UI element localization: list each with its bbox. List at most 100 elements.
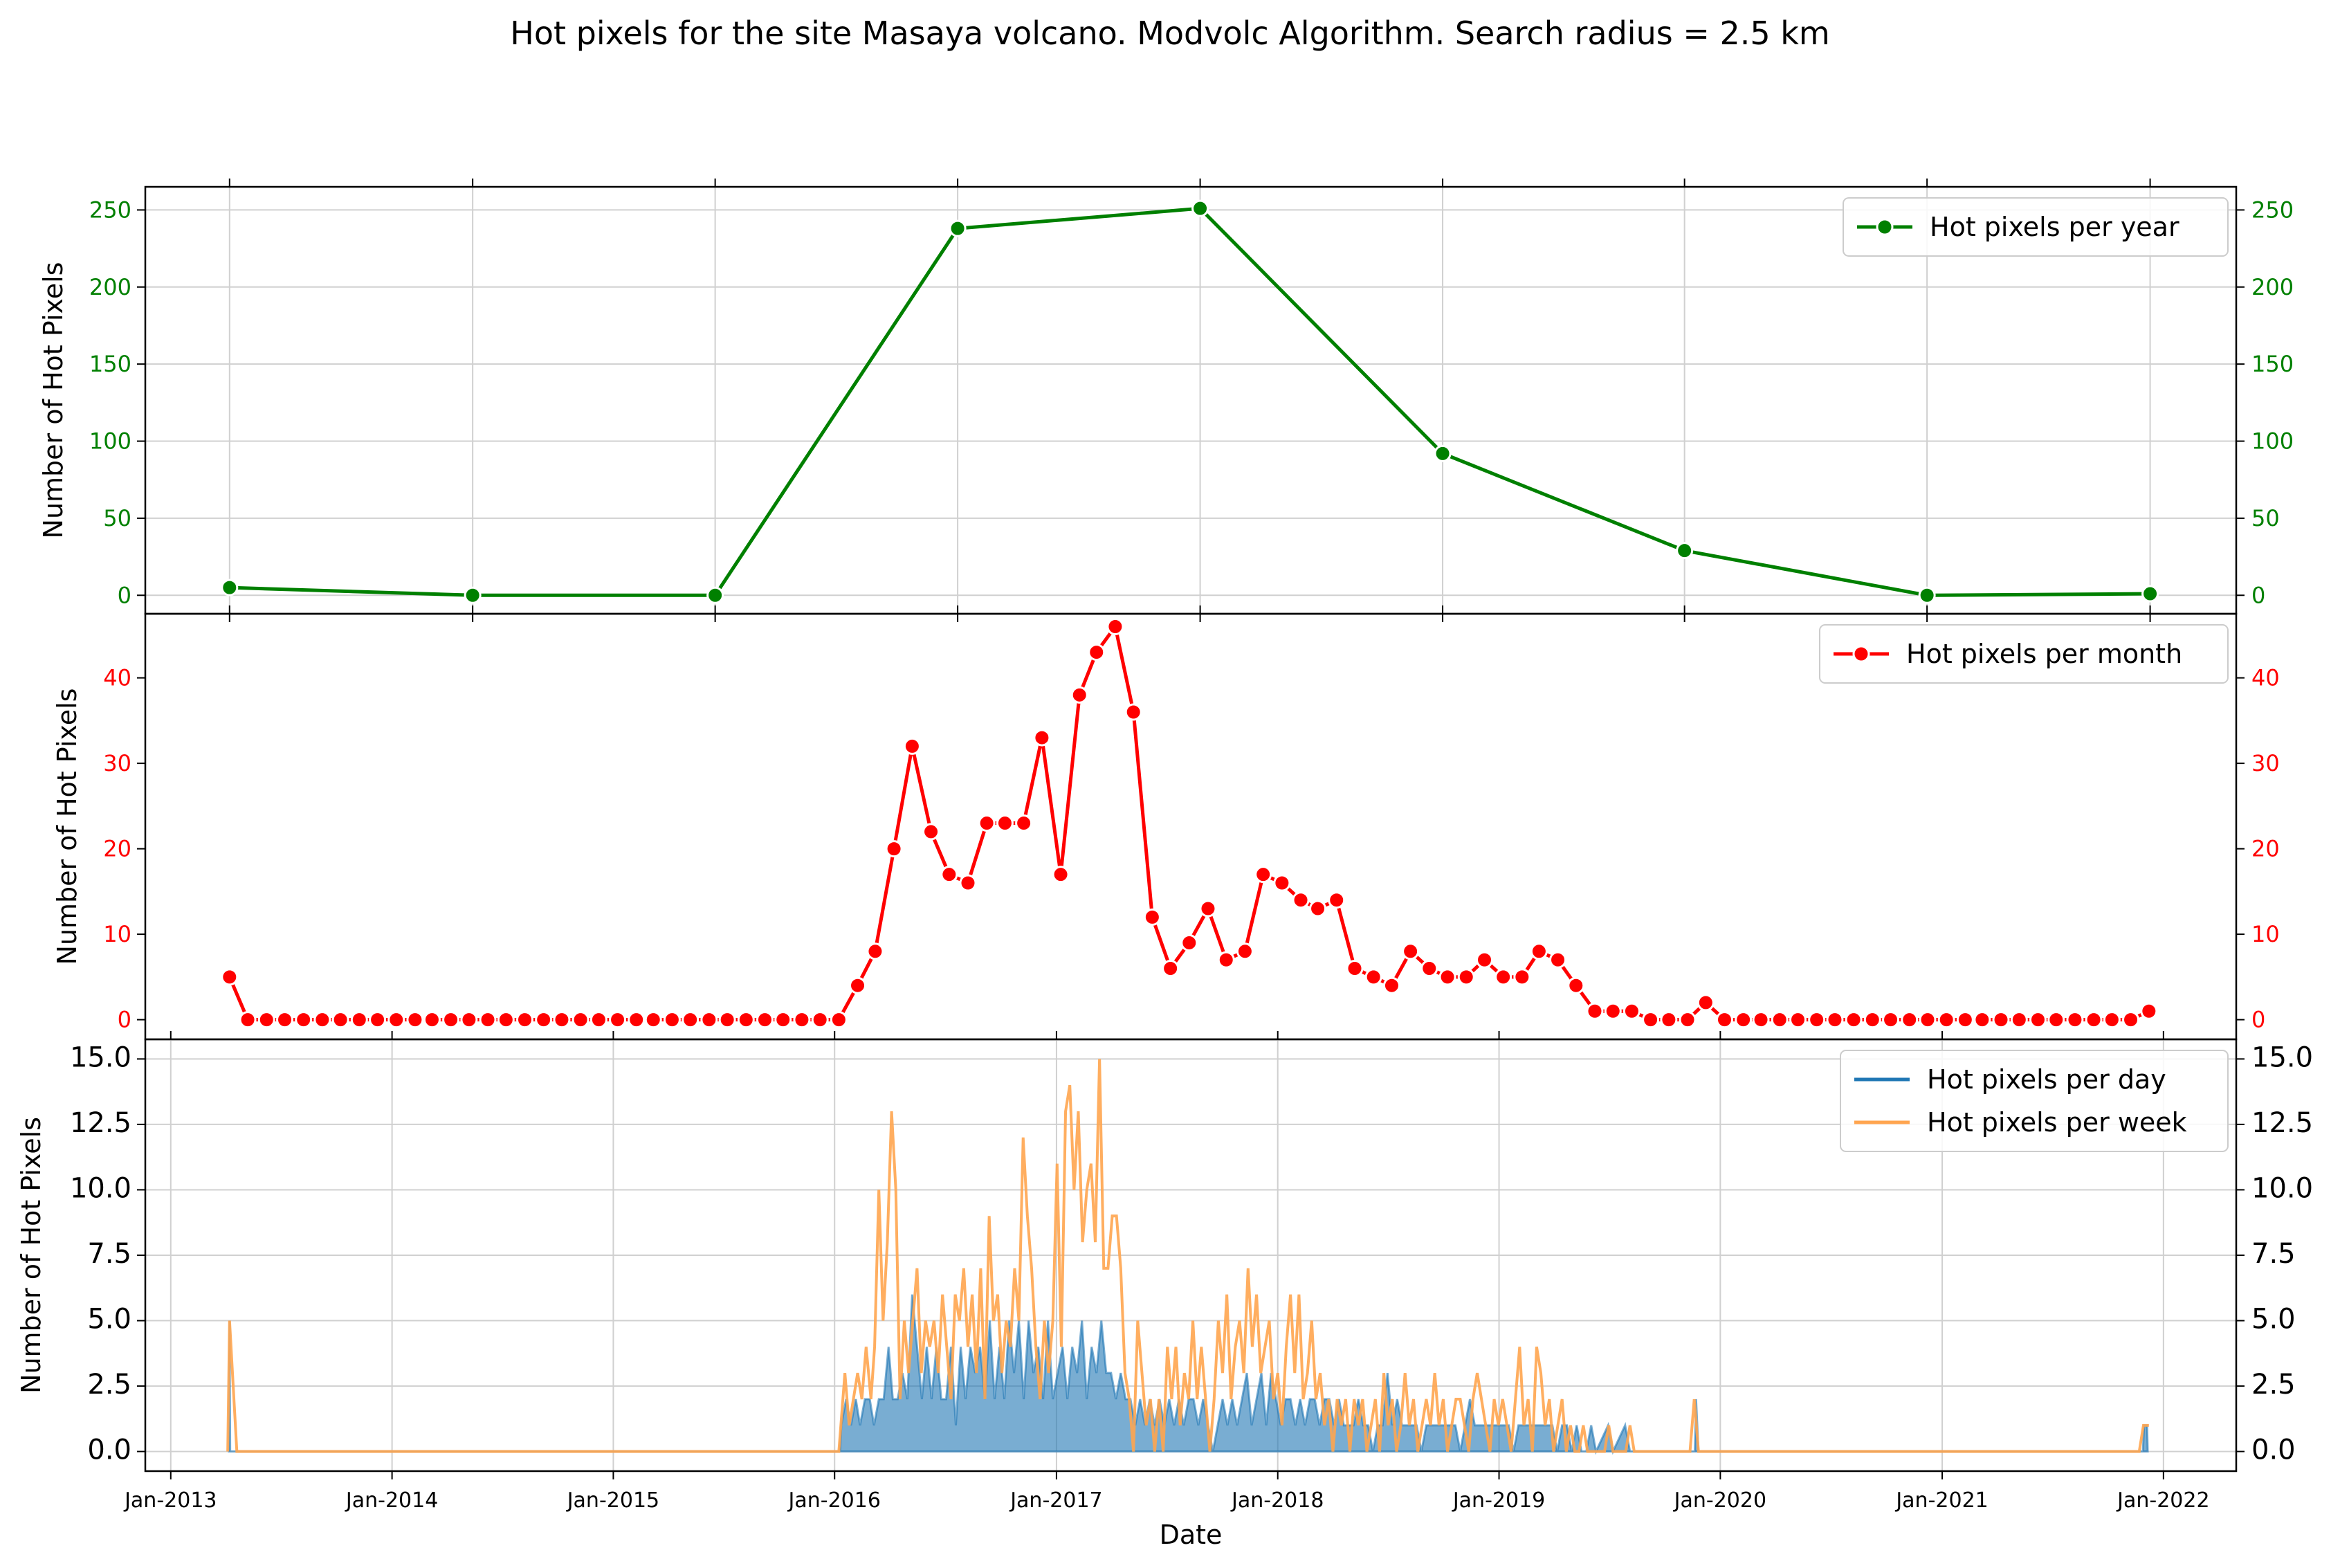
data-point-monthly <box>1382 976 1400 994</box>
data-point-monthly <box>1679 1011 1697 1029</box>
y-tick-label: 15.0 <box>70 1041 131 1073</box>
data-point-monthly <box>257 1011 275 1029</box>
data-point-monthly <box>535 1011 553 1029</box>
data-point-monthly <box>830 1011 848 1029</box>
data-point-monthly <box>866 942 884 960</box>
data-point-yearly <box>2141 585 2159 603</box>
data-point-monthly <box>1033 729 1051 747</box>
data-point-monthly <box>1254 866 1272 884</box>
legend-box <box>1819 624 2229 684</box>
y-tick-label: 0.0 <box>87 1434 131 1466</box>
data-point-monthly <box>1992 1011 2010 1029</box>
data-point-monthly <box>1309 900 1327 918</box>
data-point-monthly <box>1752 1011 1770 1029</box>
data-point-monthly <box>2029 1011 2047 1029</box>
y-tick-label: 2.5 <box>87 1369 131 1401</box>
y-tick-label: 20 <box>103 836 131 862</box>
legend-label: Hot pixels per week <box>1927 1107 2187 1138</box>
data-point-monthly <box>978 814 996 832</box>
data-point-monthly <box>1015 814 1033 832</box>
data-point-monthly <box>1567 976 1585 994</box>
data-point-monthly <box>442 1011 460 1029</box>
y-tick-label-right: 0.0 <box>2251 1434 2296 1466</box>
data-point-monthly <box>903 737 921 755</box>
y-axis-label: Number of Hot Pixels <box>38 262 68 539</box>
y-tick-label-right: 10 <box>2251 921 2280 947</box>
x-tick-label: Jan-2020 <box>1673 1488 1766 1513</box>
data-point-yearly <box>221 578 239 596</box>
y-tick-label-right: 40 <box>2251 665 2280 691</box>
data-point-monthly <box>350 1011 368 1029</box>
data-point-monthly <box>2085 1011 2103 1029</box>
data-point-monthly <box>1495 968 1512 986</box>
y-tick-label-right: 250 <box>2251 197 2294 223</box>
y-tick-label: 100 <box>89 428 131 455</box>
data-point-monthly <box>885 840 903 858</box>
data-point-monthly <box>811 1011 829 1029</box>
data-point-yearly <box>464 586 482 604</box>
series-line-yearly <box>229 206 2150 597</box>
data-point-monthly <box>940 866 958 884</box>
y-axis-label: Number of Hot Pixels <box>52 689 82 965</box>
y-tick-label-right: 100 <box>2251 428 2294 455</box>
data-point-monthly <box>793 1011 811 1029</box>
y-tick-label-right: 50 <box>2251 505 2280 531</box>
data-point-monthly <box>1273 874 1291 892</box>
data-point-monthly <box>515 1011 533 1029</box>
data-point-monthly <box>1735 1011 1753 1029</box>
data-point-monthly <box>553 1011 571 1029</box>
y-tick-label: 10 <box>103 921 131 947</box>
figure-title: Hot pixels for the site Masaya volcano. … <box>510 15 1829 52</box>
data-point-monthly <box>663 1011 681 1029</box>
x-tick-label: Jan-2016 <box>787 1488 881 1513</box>
y-tick-label-right: 200 <box>2251 274 2294 300</box>
data-point-monthly <box>1070 686 1088 704</box>
data-point-monthly <box>2140 1002 2158 1020</box>
data-point-monthly <box>2103 1011 2121 1029</box>
data-point-monthly <box>369 1011 387 1029</box>
data-point-monthly <box>959 874 977 892</box>
data-point-monthly <box>996 814 1014 832</box>
data-point-monthly <box>497 1011 515 1029</box>
y-tick-label-right: 2.5 <box>2251 1369 2296 1401</box>
data-point-monthly <box>2047 1011 2065 1029</box>
data-point-monthly <box>1586 1002 1604 1020</box>
x-tick-label: Jan-2021 <box>1894 1488 1988 1513</box>
y-tick-label: 250 <box>89 197 131 223</box>
x-tick-label: Jan-2015 <box>566 1488 659 1513</box>
data-point-monthly <box>460 1011 478 1029</box>
data-point-monthly <box>1808 1011 1826 1029</box>
y-tick-label-right: 10.0 <box>2251 1172 2313 1204</box>
series-line-monthly <box>228 622 2150 1022</box>
data-point-monthly <box>1364 968 1382 986</box>
legend-box <box>1840 1050 2229 1152</box>
y-tick-label: 50 <box>103 505 131 531</box>
data-point-monthly <box>922 823 940 841</box>
y-tick-label: 7.5 <box>87 1238 131 1270</box>
legend-label: Hot pixels per year <box>1930 212 2179 242</box>
data-point-monthly <box>331 1011 349 1029</box>
x-axis-label: Date <box>1160 1520 1223 1550</box>
data-point-monthly <box>849 976 867 994</box>
data-point-yearly <box>1191 199 1209 217</box>
y-tick-label: 150 <box>89 351 131 377</box>
data-point-monthly <box>1973 1011 1991 1029</box>
data-point-monthly <box>1937 1011 1955 1029</box>
y-tick-label: 40 <box>103 665 131 691</box>
y-tick-label-right: 150 <box>2251 351 2294 377</box>
data-point-monthly <box>1771 1011 1789 1029</box>
y-tick-label-right: 0 <box>2251 1007 2265 1033</box>
legend-marker <box>1876 218 1894 236</box>
data-point-monthly <box>718 1011 736 1029</box>
x-tick-label: Jan-2014 <box>345 1488 438 1513</box>
y-tick-label: 200 <box>89 274 131 300</box>
data-point-monthly <box>737 1011 755 1029</box>
data-point-monthly <box>295 1011 313 1029</box>
data-point-monthly <box>1882 1011 1900 1029</box>
data-point-yearly <box>706 586 724 604</box>
y-axis-label: Number of Hot Pixels <box>16 1117 46 1394</box>
daily-weekly-panel: 0.0 0.0 2.5 2.5 5.0 5.0 7.5 7.5 10.0 10.0 12.5 12.5… <box>16 1031 2313 1513</box>
data-point-monthly <box>1124 703 1142 721</box>
data-point-monthly <box>1402 942 1420 960</box>
y-tick-label-right: 15.0 <box>2251 1041 2313 1073</box>
